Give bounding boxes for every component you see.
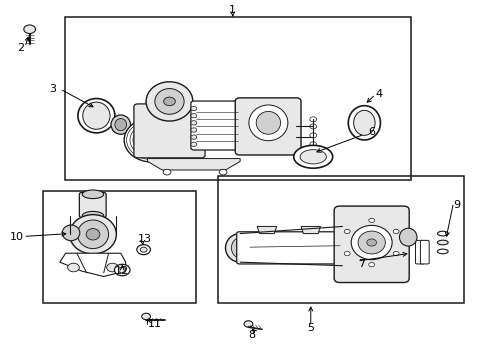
- Text: 1: 1: [229, 5, 236, 15]
- Circle shape: [237, 113, 243, 118]
- Circle shape: [310, 124, 317, 129]
- Circle shape: [344, 229, 350, 234]
- Ellipse shape: [438, 240, 448, 245]
- Text: 5: 5: [307, 323, 314, 333]
- Circle shape: [191, 121, 197, 125]
- Bar: [218, 176, 464, 303]
- Ellipse shape: [348, 106, 380, 140]
- Ellipse shape: [438, 249, 448, 254]
- Ellipse shape: [83, 102, 110, 129]
- Circle shape: [393, 229, 399, 234]
- Text: 3: 3: [49, 84, 56, 94]
- Ellipse shape: [358, 231, 385, 254]
- Ellipse shape: [300, 150, 326, 164]
- Circle shape: [24, 25, 35, 33]
- Ellipse shape: [249, 105, 288, 141]
- Polygon shape: [60, 253, 125, 276]
- Circle shape: [115, 264, 130, 276]
- FancyBboxPatch shape: [237, 232, 349, 264]
- Circle shape: [310, 117, 317, 122]
- Circle shape: [237, 121, 243, 125]
- Circle shape: [191, 128, 197, 132]
- Circle shape: [310, 133, 317, 138]
- Ellipse shape: [351, 225, 392, 260]
- Ellipse shape: [82, 190, 104, 199]
- Circle shape: [367, 239, 376, 246]
- Circle shape: [191, 142, 197, 147]
- Text: 4: 4: [375, 89, 383, 99]
- FancyBboxPatch shape: [416, 240, 424, 264]
- Text: 13: 13: [138, 234, 152, 244]
- Circle shape: [191, 113, 197, 118]
- Ellipse shape: [82, 211, 104, 220]
- Bar: [65, 18, 411, 180]
- FancyBboxPatch shape: [420, 240, 429, 264]
- Circle shape: [142, 313, 150, 320]
- Ellipse shape: [115, 118, 126, 131]
- Ellipse shape: [225, 234, 255, 262]
- Circle shape: [68, 263, 79, 272]
- Circle shape: [191, 107, 197, 111]
- Text: 2: 2: [17, 43, 24, 53]
- Circle shape: [237, 128, 243, 132]
- Polygon shape: [147, 158, 240, 170]
- Ellipse shape: [86, 229, 100, 240]
- Ellipse shape: [111, 115, 130, 134]
- Circle shape: [369, 218, 374, 222]
- Circle shape: [310, 142, 317, 147]
- Circle shape: [344, 251, 350, 256]
- Circle shape: [237, 142, 243, 147]
- Ellipse shape: [256, 111, 281, 134]
- Text: 6: 6: [368, 127, 375, 137]
- Ellipse shape: [164, 97, 175, 106]
- Text: 9: 9: [453, 200, 461, 210]
- Ellipse shape: [231, 238, 249, 258]
- Bar: [43, 191, 196, 303]
- Ellipse shape: [438, 231, 448, 236]
- Circle shape: [137, 245, 150, 255]
- Text: 11: 11: [148, 319, 162, 329]
- Ellipse shape: [77, 220, 109, 249]
- Ellipse shape: [62, 225, 80, 241]
- Text: 7: 7: [358, 259, 366, 269]
- Circle shape: [237, 135, 243, 139]
- Ellipse shape: [354, 111, 375, 135]
- Polygon shape: [257, 226, 277, 234]
- Ellipse shape: [146, 82, 193, 121]
- Ellipse shape: [399, 228, 417, 246]
- Ellipse shape: [70, 215, 116, 254]
- Circle shape: [118, 267, 126, 273]
- Circle shape: [369, 262, 374, 267]
- Circle shape: [244, 321, 253, 327]
- Circle shape: [107, 263, 118, 272]
- Ellipse shape: [78, 99, 115, 133]
- Circle shape: [163, 169, 171, 175]
- Circle shape: [237, 107, 243, 111]
- Ellipse shape: [124, 118, 181, 162]
- FancyBboxPatch shape: [191, 101, 243, 150]
- Ellipse shape: [155, 89, 184, 114]
- Text: 12: 12: [115, 266, 129, 276]
- Ellipse shape: [294, 145, 333, 168]
- Circle shape: [191, 135, 197, 139]
- Text: 10: 10: [10, 232, 24, 242]
- FancyBboxPatch shape: [79, 193, 106, 217]
- FancyBboxPatch shape: [134, 104, 205, 158]
- Polygon shape: [301, 226, 320, 234]
- FancyBboxPatch shape: [334, 206, 409, 283]
- Circle shape: [140, 247, 147, 252]
- Ellipse shape: [146, 135, 159, 145]
- Circle shape: [219, 169, 227, 175]
- Circle shape: [393, 251, 399, 256]
- FancyBboxPatch shape: [235, 98, 301, 155]
- Text: 8: 8: [249, 330, 256, 341]
